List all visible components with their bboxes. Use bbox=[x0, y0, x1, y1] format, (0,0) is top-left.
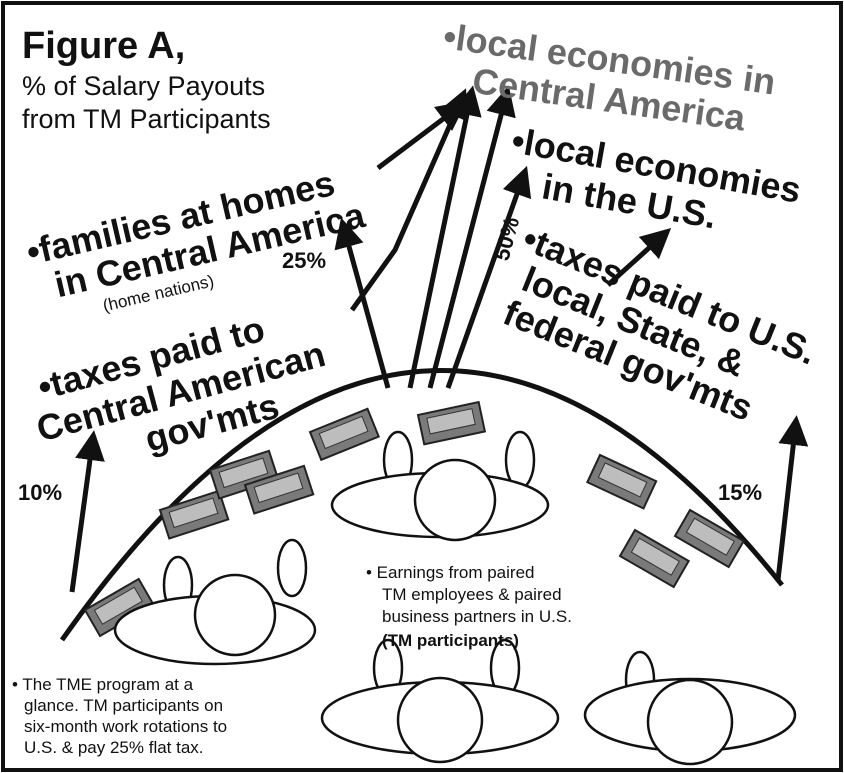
note-line: business partners in U.S. bbox=[382, 607, 572, 626]
percent-label: 25% bbox=[282, 248, 326, 273]
note-line: • Earnings from paired bbox=[366, 563, 534, 582]
note-line: • The TME program at a bbox=[12, 675, 194, 694]
note-line: U.S. & pay 25% flat tax. bbox=[24, 738, 204, 757]
figure-label: Figure A, bbox=[22, 25, 185, 67]
percent-label: 10% bbox=[18, 480, 62, 505]
percent-label: 15% bbox=[718, 480, 762, 505]
note-line: six-month work rotations to bbox=[24, 717, 227, 736]
note-line: TM employees & paired bbox=[382, 585, 562, 604]
program-note: • The TME program at a glance. TM partic… bbox=[8, 668, 298, 760]
title-line: % of Salary Payouts bbox=[22, 71, 265, 101]
note-line: (TM participants) bbox=[382, 631, 519, 650]
note-line: glance. TM participants on bbox=[24, 696, 223, 715]
diagram: Figure A, % of Salary Payouts from TM Pa… bbox=[0, 0, 844, 773]
title-line: from TM Participants bbox=[22, 104, 271, 134]
